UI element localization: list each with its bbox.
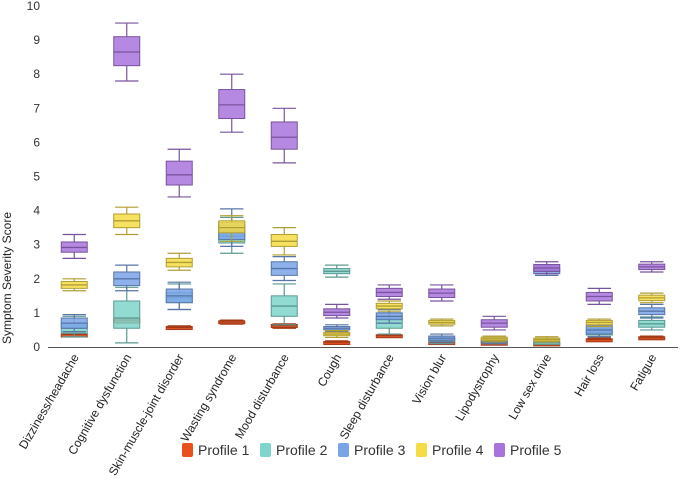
box-4-3 [165,252,193,271]
y-tick-label: 10 [27,0,41,13]
box-5-1 [60,233,88,259]
legend-swatch [494,443,505,457]
category-label: Sleep disturbance [337,351,397,441]
box-4-2 [113,206,141,236]
category-label: Lipodystrophy [452,352,501,424]
category-label: Vision blur [409,351,449,406]
legend-label: Profile 1 [198,442,250,458]
box-5-5 [270,107,298,164]
box-iqr [165,160,193,186]
box-5-3 [165,148,193,198]
box-5-2 [113,22,141,82]
box-2-6 [323,264,351,278]
box-series-group [60,22,666,347]
legend-swatch [260,443,271,457]
box-iqr [323,341,351,346]
box-4-4 [218,215,246,242]
box-2-2 [113,286,141,344]
legend-swatch [416,443,427,457]
box-4-6 [323,330,351,339]
y-tick-label: 0 [33,340,40,354]
y-axis-title: Symptom Severity Score [0,212,14,344]
box-3-1 [60,314,88,333]
box-3-3 [165,281,193,311]
box-5-9 [480,315,508,331]
y-tick-label: 9 [33,33,40,47]
box-1-11 [585,337,613,343]
category-label: Low sex drive [506,351,555,422]
box-1-3 [165,325,193,331]
box-iqr [218,220,246,234]
category-label: Mood disturbance [232,351,292,441]
box-2-5 [270,283,298,326]
box-3-6 [323,324,351,333]
box-3-5 [270,256,298,282]
y-tick-label: 3 [33,238,40,252]
y-tick-label: 8 [33,67,40,81]
legend-item-profile-1: Profile 1 [182,442,250,458]
series-5-boxes [60,22,666,331]
box-4-5 [270,227,298,256]
box-1-12 [638,335,666,341]
legend: Profile 1 Profile 2 Profile 3 Profile 4 Prof… [182,442,562,458]
box-3-8 [428,333,456,343]
legend-label: Profile 5 [510,442,562,458]
box-iqr [270,233,298,247]
series-1-boxes [60,317,666,347]
box-5-12 [638,261,666,273]
y-tick-label: 1 [33,306,40,320]
box-iqr [585,338,613,343]
box-4-10 [533,336,561,343]
box-3-2 [113,264,141,292]
legend-item-profile-4: Profile 4 [416,442,484,458]
y-tick-label: 6 [33,135,40,149]
box-1-6 [323,340,351,346]
box-2-12 [638,316,666,331]
series-3-boxes [60,208,666,345]
legend-swatch [338,443,349,457]
box-4-7 [375,300,403,312]
box-5-11 [585,287,613,305]
box-iqr [270,121,298,150]
legend-item-profile-5: Profile 5 [494,442,562,458]
category-label: Fatigue [627,351,659,393]
box-iqr [113,36,141,67]
box-4-8 [428,318,456,327]
box-5-4 [218,73,246,133]
box-iqr [113,300,141,329]
box-iqr [218,89,246,120]
box-5-8 [428,284,456,302]
category-label: Wasting syndrome [178,351,240,444]
series-4-boxes [60,206,666,343]
legend-label: Profile 2 [276,442,328,458]
legend-item-profile-3: Profile 3 [338,442,406,458]
box-5-6 [323,303,351,319]
box-1-4 [218,319,246,325]
box-4-9 [480,335,508,343]
box-5-10 [533,261,561,275]
y-tick-label: 7 [33,101,40,115]
y-axis: 0 1 2 3 4 5 6 7 8 9 10 [27,0,41,354]
category-label: Cough [315,352,345,390]
legend-item-profile-2: Profile 2 [260,442,328,458]
y-tick-label: 5 [33,170,40,184]
box-3-12 [638,303,666,319]
y-tick-label: 2 [33,272,40,286]
box-5-7 [375,284,403,300]
box-4-1 [60,278,88,292]
legend-label: Profile 3 [354,442,406,458]
category-label: Hair loss [571,352,606,399]
legend-label: Profile 4 [432,442,484,458]
legend-swatch [182,443,193,457]
y-tick-label: 4 [33,204,40,218]
series-2-boxes [60,216,666,345]
box-4-11 [585,318,613,328]
box-4-12 [638,292,666,304]
